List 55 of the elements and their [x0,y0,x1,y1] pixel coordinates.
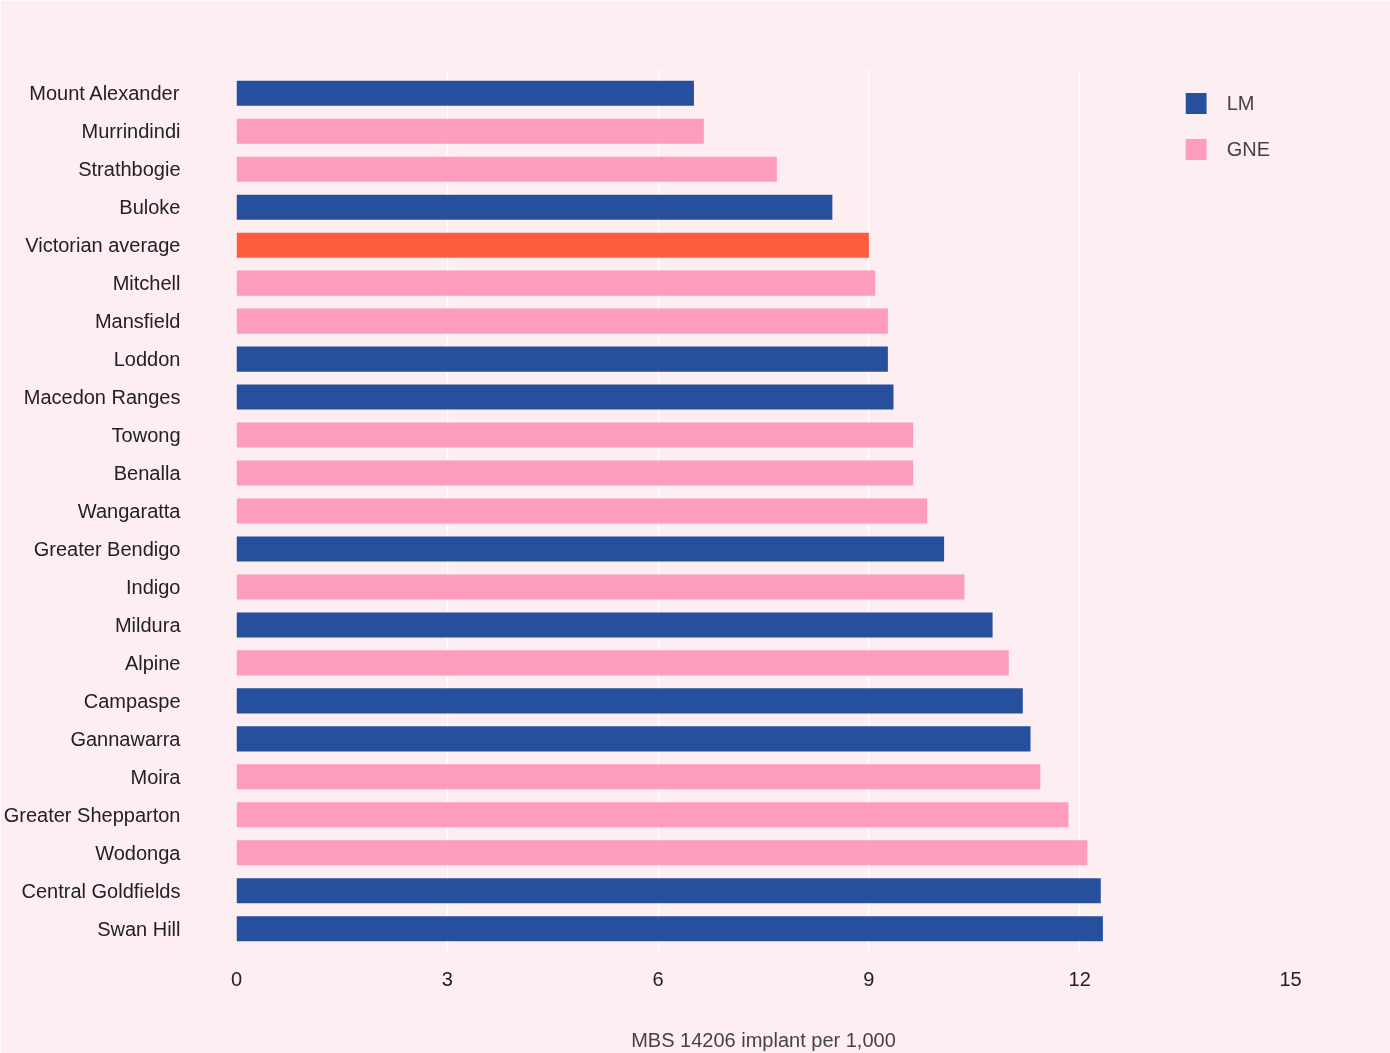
y-tick-label: Swan Hill [97,917,181,940]
bar [236,878,1101,904]
bar [236,916,1103,942]
bar [236,308,888,334]
y-tick-label: Campaspe [83,689,181,712]
y-tick-label: Loddon [113,348,181,371]
y-tick-label: Wodonga [95,841,182,864]
y-tick-label: Strathbogie [78,158,181,181]
x-tick-label: 15 [1279,967,1302,990]
bar [236,840,1088,866]
bar [236,384,894,410]
y-tick-label: Victorian average [25,234,181,257]
y-tick-label: Greater Bendigo [33,537,181,560]
bar [236,802,1069,828]
y-tick-label: Macedon Ranges [23,386,181,409]
bar [236,726,1031,752]
bar [236,422,914,448]
y-tick-label: Central Goldfields [21,879,181,902]
y-tick-label: Moira [130,765,182,788]
bar [236,118,704,144]
y-tick-label: Mount Alexander [29,82,180,105]
bar [236,156,777,182]
bar [236,536,945,562]
x-tick-label: 3 [441,967,453,990]
y-tick-label: Murrindindi [81,120,181,143]
x-tick-label: 6 [652,967,664,990]
y-tick-label: Greater Shepparton [3,803,181,826]
bar [236,498,928,524]
bar [236,80,694,106]
y-tick-label: Mansfield [94,310,181,333]
y-tick-label: Mildura [114,613,182,636]
bar [236,650,1009,676]
y-tick-label: Mitchell [112,272,181,295]
y-tick-label: Alpine [124,651,181,674]
legend-label: GNE [1226,137,1270,161]
y-tick-label: Wangaratta [77,500,182,522]
bar [236,194,833,220]
bar [236,574,965,600]
y-tick-label: Gannawarra [70,727,182,750]
x-tick-label: 9 [863,967,875,990]
bar [236,232,869,258]
x-axis-title: MBS 14206 implant per 1,000 [631,1028,896,1051]
x-tick-label: 12 [1068,967,1091,990]
bar [236,612,993,638]
bar [236,460,914,486]
bar [236,346,888,372]
y-tick-label: Towong [111,424,181,447]
y-tick-label: Indigo [126,575,181,598]
bar [236,688,1023,714]
legend-label: LM [1226,91,1255,115]
y-tick-label: Benalla [113,462,182,485]
bar [236,270,876,296]
y-tick-label: Buloke [119,196,181,219]
x-tick-label: 0 [230,967,243,990]
bar [236,764,1041,790]
